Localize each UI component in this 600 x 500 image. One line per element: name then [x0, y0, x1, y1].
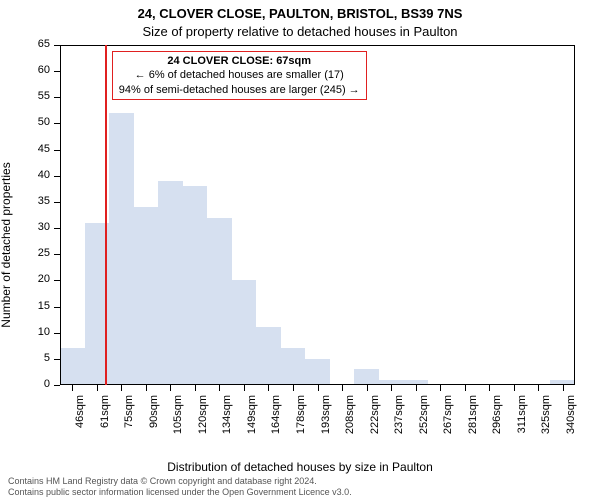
credits-line-1: Contains HM Land Registry data © Crown c… [8, 476, 592, 487]
x-tick-mark [416, 385, 417, 391]
x-tick-mark [170, 385, 171, 391]
x-tick-label: 252sqm [418, 395, 430, 445]
x-tick-mark [318, 385, 319, 391]
x-tick-label: 325sqm [540, 395, 552, 445]
y-tick-label: 60 [0, 64, 50, 76]
x-tick-mark [342, 385, 343, 391]
annotation-box: 24 CLOVER CLOSE: 67sqm← 6% of detached h… [112, 51, 367, 100]
chart-subtitle: Size of property relative to detached ho… [0, 24, 600, 39]
y-tick-label: 5 [0, 352, 50, 364]
x-tick-mark [72, 385, 73, 391]
y-tick-label: 65 [0, 38, 50, 50]
x-tick-mark [367, 385, 368, 391]
reference-line [105, 45, 107, 385]
x-tick-label: 193sqm [320, 395, 332, 445]
y-tick-label: 20 [0, 273, 50, 285]
x-tick-mark [440, 385, 441, 391]
x-tick-mark [293, 385, 294, 391]
x-tick-label: 90sqm [148, 395, 160, 445]
x-tick-label: 164sqm [270, 395, 282, 445]
y-tick-label: 15 [0, 300, 50, 312]
x-tick-label: 281sqm [467, 395, 479, 445]
x-tick-label: 311sqm [516, 395, 528, 445]
x-tick-mark [146, 385, 147, 391]
x-tick-mark [465, 385, 466, 391]
credits-line-2: Contains public sector information licen… [8, 487, 592, 498]
annotation-line-1: 24 CLOVER CLOSE: 67sqm [119, 54, 360, 68]
x-tick-mark [538, 385, 539, 391]
x-tick-label: 296sqm [491, 395, 503, 445]
x-tick-label: 340sqm [565, 395, 577, 445]
x-tick-label: 222sqm [369, 395, 381, 445]
x-tick-label: 120sqm [197, 395, 209, 445]
chart-title-main: 24, CLOVER CLOSE, PAULTON, BRISTOL, BS39… [0, 6, 600, 21]
y-tick-label: 40 [0, 169, 50, 181]
y-tick-mark [54, 385, 60, 386]
x-tick-mark [268, 385, 269, 391]
x-tick-mark [563, 385, 564, 391]
y-tick-label: 50 [0, 116, 50, 128]
x-tick-label: 105sqm [172, 395, 184, 445]
x-tick-label: 178sqm [295, 395, 307, 445]
x-tick-label: 208sqm [344, 395, 356, 445]
x-tick-mark [195, 385, 196, 391]
annotation-line-2: ← 6% of detached houses are smaller (17) [119, 68, 360, 82]
x-tick-label: 237sqm [393, 395, 405, 445]
x-tick-label: 61sqm [99, 395, 111, 445]
x-tick-mark [97, 385, 98, 391]
x-tick-mark [219, 385, 220, 391]
x-tick-mark [121, 385, 122, 391]
x-axis-label: Distribution of detached houses by size … [0, 460, 600, 474]
x-tick-mark [244, 385, 245, 391]
y-tick-label: 0 [0, 378, 50, 390]
x-tick-mark [489, 385, 490, 391]
y-tick-label: 10 [0, 326, 50, 338]
x-tick-label: 267sqm [442, 395, 454, 445]
y-tick-label: 25 [0, 247, 50, 259]
credits-text: Contains HM Land Registry data © Crown c… [8, 476, 592, 499]
y-tick-label: 30 [0, 221, 50, 233]
y-tick-label: 35 [0, 195, 50, 207]
y-tick-label: 45 [0, 143, 50, 155]
x-tick-mark [514, 385, 515, 391]
x-tick-label: 75sqm [123, 395, 135, 445]
y-tick-label: 55 [0, 90, 50, 102]
x-tick-label: 134sqm [221, 395, 233, 445]
x-tick-mark [391, 385, 392, 391]
x-tick-label: 46sqm [74, 395, 86, 445]
x-tick-label: 149sqm [246, 395, 258, 445]
annotation-line-3: 94% of semi-detached houses are larger (… [119, 83, 360, 97]
